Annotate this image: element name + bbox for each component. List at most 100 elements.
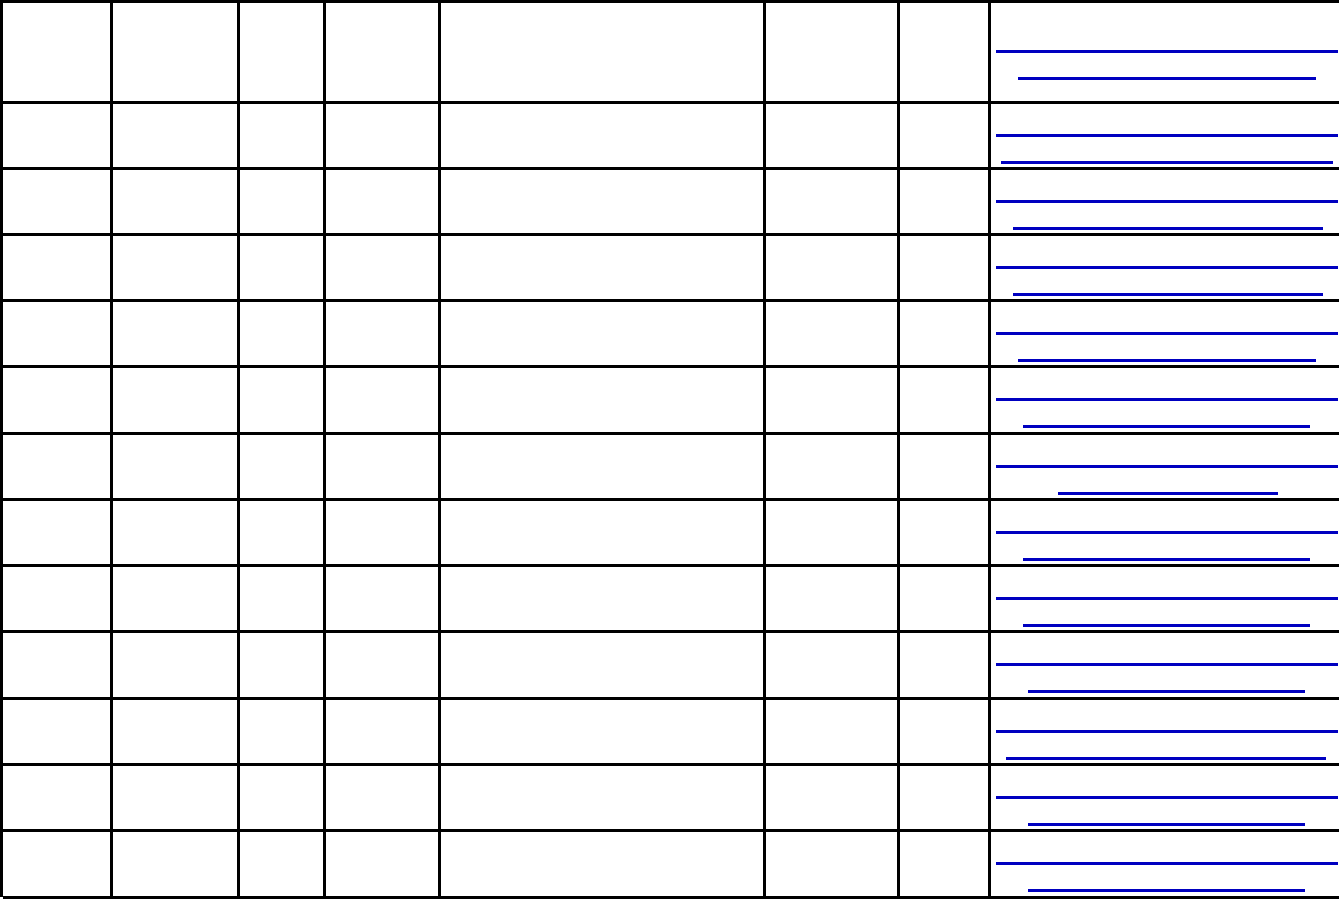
table-cell	[113, 170, 240, 236]
table-cell	[326, 170, 441, 236]
table-cell	[240, 3, 326, 104]
link-underline[interactable]	[996, 332, 1338, 335]
table-cell	[326, 3, 441, 104]
table-cell	[766, 368, 900, 435]
link-underline[interactable]	[996, 134, 1338, 137]
table-cell	[240, 567, 326, 633]
table-cell	[766, 567, 900, 633]
table-cell	[3, 700, 113, 766]
table-cell	[3, 567, 113, 633]
link-underline[interactable]	[1028, 823, 1305, 826]
link-underline[interactable]	[1013, 227, 1323, 230]
table-cell	[240, 302, 326, 368]
table-cell	[991, 567, 1339, 633]
table-cell	[766, 3, 900, 104]
table-cell	[991, 3, 1339, 104]
link-underline[interactable]	[996, 266, 1338, 269]
table-cell	[766, 700, 900, 766]
table-cell	[441, 700, 766, 766]
link-underline[interactable]	[996, 663, 1338, 666]
table-cell	[441, 170, 766, 236]
table-cell	[326, 368, 441, 435]
link-underline[interactable]	[1023, 425, 1310, 428]
table-cell	[766, 302, 900, 368]
table-cell	[441, 766, 766, 832]
table-cell	[326, 435, 441, 501]
table-cell	[3, 170, 113, 236]
link-underline[interactable]	[996, 465, 1338, 468]
link-underline[interactable]	[1018, 77, 1316, 80]
table-cell	[3, 236, 113, 302]
table-cell	[441, 435, 766, 501]
table-cell	[326, 633, 441, 700]
table-cell	[766, 170, 900, 236]
table-cell	[326, 700, 441, 766]
link-underline[interactable]	[1028, 889, 1305, 892]
table-cell	[991, 435, 1339, 501]
table-cell	[3, 501, 113, 567]
table-cell	[240, 501, 326, 567]
link-underline[interactable]	[1023, 624, 1310, 627]
table-cell	[900, 368, 991, 435]
link-underline[interactable]	[1018, 359, 1316, 362]
link-underline[interactable]	[996, 398, 1338, 401]
table-cell	[441, 236, 766, 302]
table-cell	[113, 435, 240, 501]
link-underline[interactable]	[1001, 161, 1333, 164]
table-cell	[900, 567, 991, 633]
table-cell	[441, 302, 766, 368]
table-cell	[113, 766, 240, 832]
table-cell	[240, 633, 326, 700]
table-cell	[441, 3, 766, 104]
table-cell	[113, 700, 240, 766]
link-underline[interactable]	[1023, 558, 1310, 561]
table-cell	[113, 633, 240, 700]
table-cell	[991, 302, 1339, 368]
table-cell	[3, 435, 113, 501]
table-cell	[326, 832, 441, 899]
table-cell	[441, 567, 766, 633]
table-cell	[991, 700, 1339, 766]
table-cell	[240, 236, 326, 302]
link-underline[interactable]	[996, 730, 1338, 733]
link-underline[interactable]	[1006, 757, 1326, 760]
table-cell	[326, 501, 441, 567]
table-cell	[113, 832, 240, 899]
table-cell	[240, 700, 326, 766]
table-cell	[113, 104, 240, 170]
table-cell	[3, 633, 113, 700]
table-cell	[326, 766, 441, 832]
table-cell	[991, 633, 1339, 700]
table-cell	[900, 236, 991, 302]
table-cell	[3, 3, 113, 104]
table-cell	[991, 766, 1339, 832]
table-cell	[3, 104, 113, 170]
table-cell	[766, 501, 900, 567]
table-cell	[900, 501, 991, 567]
table-cell	[113, 3, 240, 104]
table-cell	[240, 832, 326, 899]
table-cell	[766, 832, 900, 899]
table-cell	[991, 104, 1339, 170]
link-underline[interactable]	[996, 531, 1338, 534]
link-underline[interactable]	[1013, 293, 1323, 296]
link-underline[interactable]	[996, 200, 1338, 203]
table-cell	[900, 3, 991, 104]
link-underline[interactable]	[1058, 492, 1278, 495]
table-cell	[900, 832, 991, 899]
link-underline[interactable]	[996, 796, 1338, 799]
table-cell	[326, 567, 441, 633]
table-cell	[113, 567, 240, 633]
link-underline[interactable]	[996, 862, 1338, 865]
table-cell	[991, 368, 1339, 435]
table-cell	[900, 302, 991, 368]
table-cell	[441, 104, 766, 170]
table-cell	[113, 302, 240, 368]
table-cell	[900, 766, 991, 832]
link-underline[interactable]	[1028, 690, 1305, 693]
table-cell	[441, 501, 766, 567]
table-cell	[766, 236, 900, 302]
link-underline[interactable]	[996, 597, 1338, 600]
table-cell	[3, 368, 113, 435]
link-underline[interactable]	[996, 50, 1338, 53]
